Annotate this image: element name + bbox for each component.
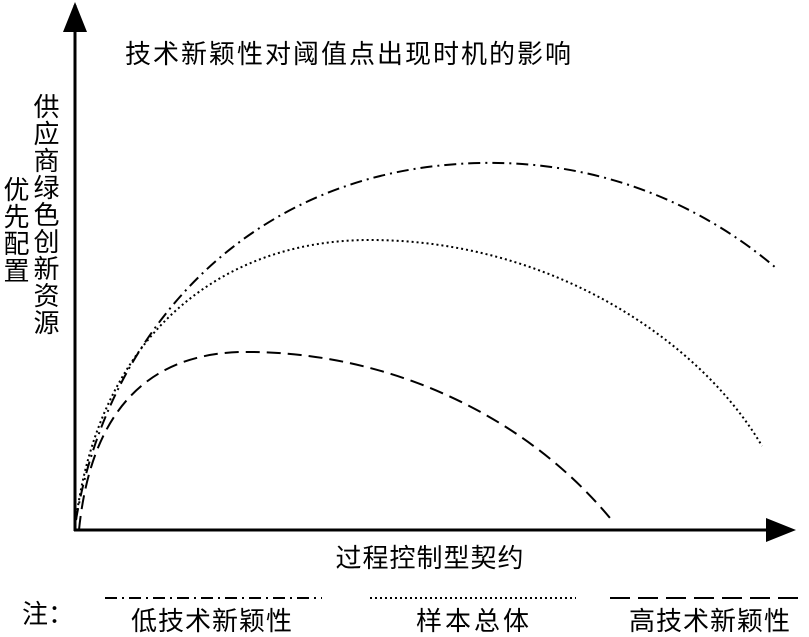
legend-label: 样本总体 [416, 607, 532, 637]
y-axis-label: 供应商绿色创新资源 [29, 93, 59, 336]
x-axis-arrow [766, 518, 796, 542]
title: 技术新颖性对阈值点出现时机的影响 [125, 40, 573, 70]
legend-label: 低技术新颖性 [131, 607, 293, 637]
legend-label: 高技术新颖性 [629, 607, 791, 637]
low-novelty-curve [75, 161, 777, 521]
y-axis-label: 优先配置 [0, 176, 29, 284]
x-axis-label: 过程控制型契约 [335, 544, 524, 574]
legend-note: 注： [22, 600, 74, 630]
high-novelty-curve [78, 350, 611, 531]
y-axis-arrow [63, 2, 87, 32]
sample-curve [75, 238, 763, 521]
